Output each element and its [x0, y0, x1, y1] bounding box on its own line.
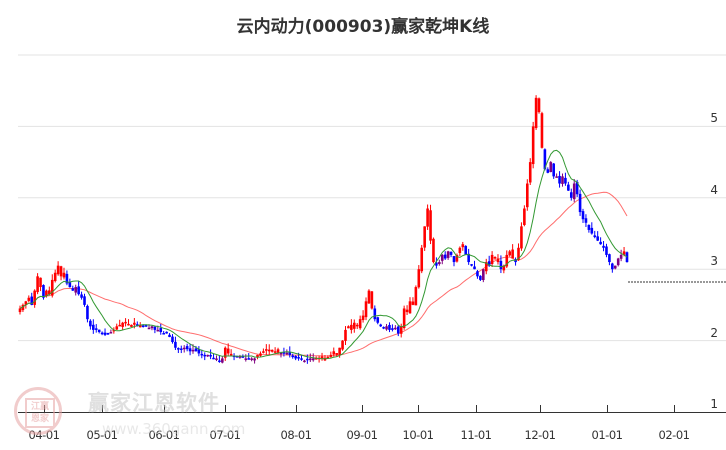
- x-axis: [18, 405, 726, 413]
- gridlines: [18, 54, 726, 342]
- ma-short-line: [19, 149, 628, 360]
- y-tick-label: 3: [710, 254, 718, 269]
- y-tick-label: 1: [710, 397, 718, 411]
- x-tick-label: 12-01: [524, 428, 556, 442]
- x-tick-label: 10-01: [402, 428, 434, 442]
- x-tick-label: 05-01: [86, 428, 118, 442]
- ma-long-line: [19, 191, 628, 357]
- x-tick-label: 07-01: [209, 428, 241, 442]
- y-tick-label: 2: [710, 325, 718, 340]
- x-tick-label: 04-01: [28, 428, 60, 442]
- x-tick-label: 02-01: [658, 428, 690, 442]
- x-tick-label: 08-01: [280, 428, 312, 442]
- x-tick-label: 06-01: [148, 428, 180, 442]
- x-tick-label: 09-01: [346, 428, 378, 442]
- y-tick-label: 4: [710, 182, 718, 197]
- candles: [18, 95, 629, 364]
- chart-title: 云内动力(000903)赢家乾坤K线: [236, 17, 490, 37]
- x-tick-label: 11-01: [460, 428, 492, 442]
- y-tick-label: 5: [710, 111, 718, 126]
- x-tick-label: 01-01: [591, 428, 623, 442]
